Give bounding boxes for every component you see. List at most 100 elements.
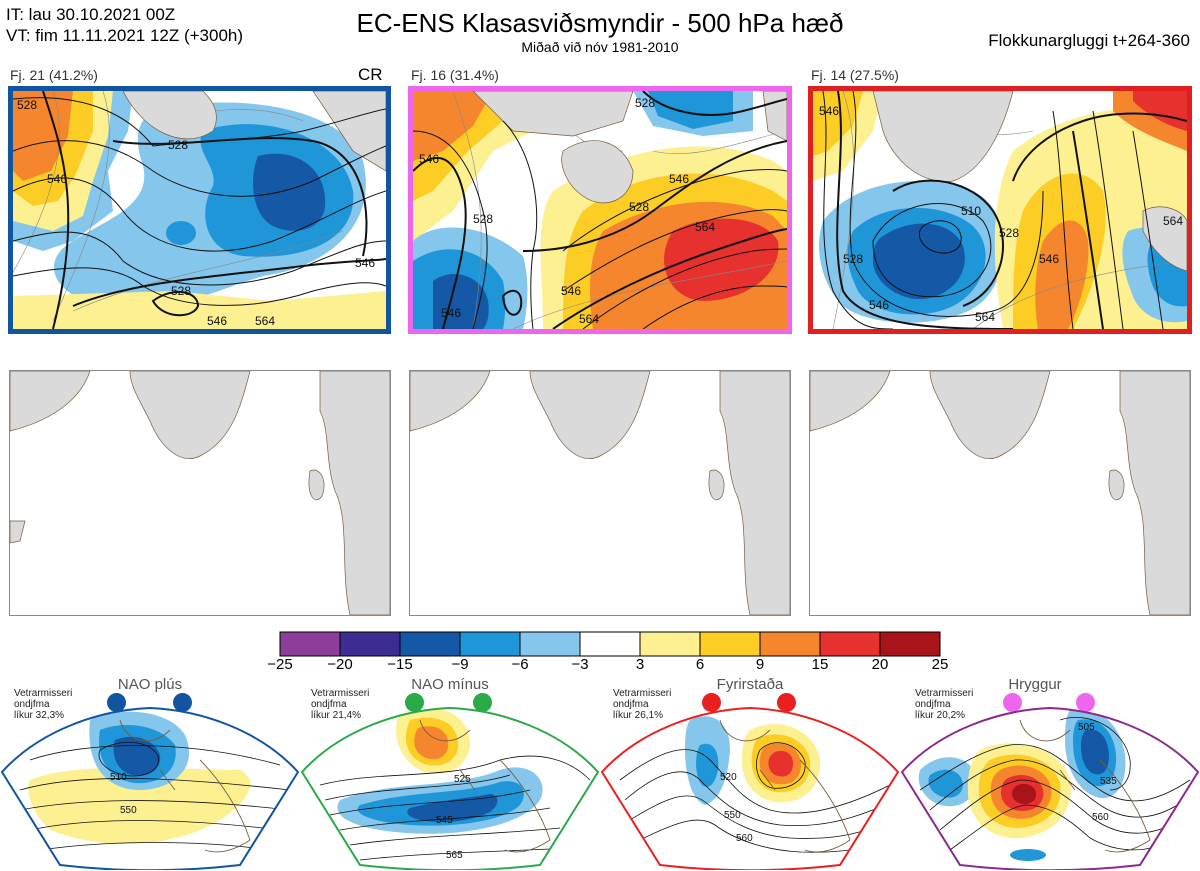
regime-2-info: Vetrarmisseri ondjfma líkur 21,4% bbox=[311, 688, 370, 721]
regime-1-dot bbox=[107, 693, 126, 712]
map-panel-1 bbox=[9, 370, 391, 616]
regime-4-info: Vetrarmisseri ondjfma líkur 20,2% bbox=[915, 688, 974, 721]
regime-frame bbox=[900, 706, 1200, 870]
contour-label: 528 bbox=[999, 226, 1019, 240]
colorbar-tick-label: −20 bbox=[327, 656, 353, 673]
land bbox=[308, 469, 325, 501]
contour-line-bold bbox=[1012, 112, 1187, 182]
contour-line bbox=[918, 220, 962, 254]
colorbar-bin bbox=[579, 631, 641, 657]
colorbar-bin bbox=[639, 631, 701, 657]
anomaly-fill bbox=[28, 767, 251, 844]
contour-label: 528 bbox=[629, 200, 649, 214]
contour-label: 546 bbox=[1039, 252, 1059, 266]
coastline bbox=[719, 719, 851, 853]
contour-label: 564 bbox=[695, 220, 715, 234]
colorbar-tick-label: 15 bbox=[811, 656, 829, 673]
regime-1-info: Vetrarmisseri ondjfma líkur 32,3% bbox=[14, 688, 73, 721]
regime-map-1: 510 550 bbox=[0, 706, 300, 870]
colorbar-tick-label: −15 bbox=[387, 656, 413, 673]
contour-label: 510 bbox=[961, 204, 981, 218]
valid-time: VT: fim 11.11.2021 12Z (+300h) bbox=[6, 26, 244, 45]
initial-time: IT: lau 30.10.2021 00Z bbox=[6, 5, 176, 24]
contour-line-bold bbox=[642, 91, 787, 116]
base-map-1 bbox=[10, 371, 390, 615]
contour-label: 564 bbox=[255, 314, 275, 328]
chart-subtitle: Miðað við nóv 1981-2010 bbox=[521, 39, 679, 55]
greenland-land bbox=[122, 91, 217, 140]
anomaly-fill bbox=[253, 153, 326, 231]
contour-line-bold bbox=[522, 140, 787, 252]
cluster-map-1: 528 528 528 546 546 546 564 bbox=[13, 91, 386, 329]
colorbar-tick-label: 9 bbox=[755, 656, 765, 673]
contour-label: 535 bbox=[1100, 776, 1117, 787]
contour-line bbox=[872, 203, 992, 298]
greenland-land bbox=[129, 371, 251, 459]
contour-label: 546 bbox=[47, 172, 67, 186]
land bbox=[708, 469, 725, 501]
colorbar-tick-label: 25 bbox=[931, 656, 949, 673]
colorbar-bin bbox=[399, 631, 461, 657]
contour-label: 528 bbox=[17, 98, 37, 112]
run-info: IT: lau 30.10.2021 00Z VT: fim 11.11.202… bbox=[6, 4, 243, 46]
contour-line-bold bbox=[413, 156, 467, 329]
contour-label: 546 bbox=[669, 172, 689, 186]
contour-label: 545 bbox=[436, 815, 453, 826]
contour-line bbox=[13, 140, 386, 197]
contour-line bbox=[562, 209, 787, 292]
colorbar-bin bbox=[819, 631, 881, 657]
contour-line bbox=[619, 749, 891, 853]
colorbar-tick-label: −3 bbox=[571, 656, 589, 673]
regime-frame bbox=[0, 706, 300, 870]
regime-2-dot bbox=[473, 693, 492, 712]
regime-3-dot bbox=[702, 693, 721, 712]
europe-land bbox=[319, 371, 390, 615]
contour-label: 546 bbox=[561, 284, 581, 298]
cluster-window: Flokkunargluggi t+264-360 bbox=[988, 31, 1190, 50]
cluster-panel-1: 528 528 528 546 546 546 564 bbox=[8, 86, 391, 334]
contour-label: 528 bbox=[171, 284, 191, 298]
contour-label: 510 bbox=[110, 772, 127, 783]
contour-line bbox=[502, 120, 538, 329]
anomaly-fill bbox=[407, 794, 498, 822]
land bbox=[10, 371, 91, 432]
regime-3-info: Vetrarmisseri ondjfma líkur 26,1% bbox=[613, 688, 672, 721]
colorbar-tick-label: −9 bbox=[451, 656, 469, 673]
contour-line bbox=[642, 285, 787, 329]
contour-line-bold bbox=[501, 289, 523, 316]
colorbar-bin bbox=[879, 631, 941, 657]
contour-line-bold bbox=[1072, 130, 1104, 329]
contour-label: 525 bbox=[454, 774, 471, 785]
map-panel-2 bbox=[409, 370, 791, 616]
colorbar-bin bbox=[699, 631, 761, 657]
contour-line bbox=[98, 741, 159, 777]
europe-land bbox=[719, 371, 790, 615]
contour-label: 564 bbox=[975, 310, 995, 324]
colorbar-bin bbox=[339, 631, 401, 657]
cluster-1-tag: CR bbox=[358, 65, 383, 84]
contour-label: 565 bbox=[446, 850, 463, 861]
contour-line bbox=[582, 248, 787, 329]
contour-line bbox=[849, 91, 1044, 317]
contour-label: 560 bbox=[736, 833, 753, 844]
graticule bbox=[452, 91, 787, 329]
regime-3-dot bbox=[777, 693, 796, 712]
land bbox=[312, 91, 386, 172]
cluster-panel-3: 528 546 510 528 546 564 546 564 bbox=[808, 86, 1192, 334]
contour-label: 546 bbox=[819, 104, 839, 118]
anomaly-fill bbox=[696, 743, 719, 787]
anomaly-fill bbox=[768, 750, 794, 777]
contour-label: 546 bbox=[441, 306, 461, 320]
greenland-land bbox=[929, 371, 1051, 459]
colorbar-tick-label: −25 bbox=[267, 656, 293, 673]
contour-label: 528 bbox=[635, 96, 655, 110]
greenland-land bbox=[561, 140, 634, 204]
anomaly-fill bbox=[166, 221, 196, 245]
regime-2-dot bbox=[405, 693, 424, 712]
land bbox=[10, 520, 26, 544]
regime-3-name: Fyrirstaða bbox=[716, 676, 784, 693]
contour-label: 564 bbox=[1163, 214, 1183, 228]
contour-line-bold bbox=[112, 137, 368, 257]
colorbar-tick-label: 3 bbox=[635, 656, 645, 673]
contour-line-bold bbox=[72, 258, 386, 307]
